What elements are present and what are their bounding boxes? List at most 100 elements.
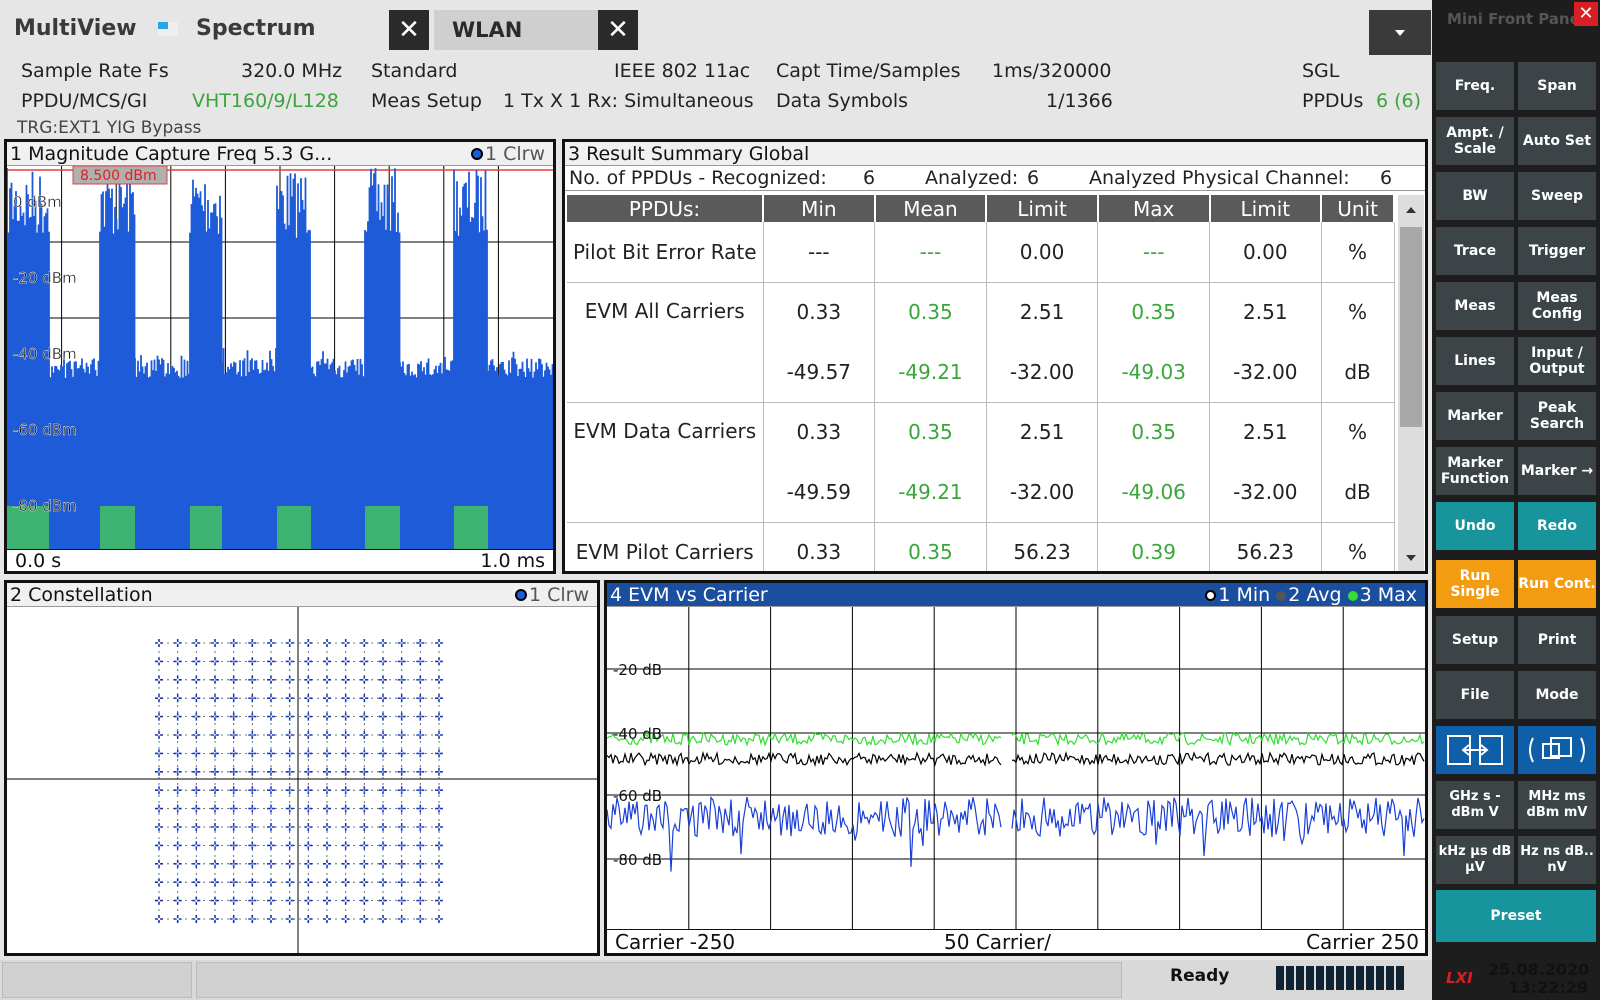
unit-khz-button[interactable]: kHz µs dB µV	[1436, 836, 1514, 884]
summary-scrollbar[interactable]	[1398, 195, 1424, 571]
input-output-button[interactable]: Input / Output	[1518, 337, 1596, 385]
unit-ghz-button[interactable]: GHz s -dBm V	[1436, 781, 1514, 829]
maximize-glyph-icon	[1529, 737, 1585, 763]
lines-button[interactable]: Lines	[1436, 337, 1514, 385]
cell-max: 0.35	[1097, 401, 1210, 462]
unit-hz-button[interactable]: Hz ns dB.. nV	[1518, 836, 1596, 884]
evm-min-trace	[607, 796, 1425, 872]
auto-set-button[interactable]: Auto Set	[1518, 117, 1596, 165]
evm-x-end: Carrier 250	[1306, 930, 1419, 954]
cell-limit: 0.00	[1209, 222, 1322, 282]
magnitude-y-label: 0 dBm	[13, 193, 62, 211]
evm-y-label: -40 dB	[613, 725, 662, 743]
close-spectrum-tab-icon[interactable]: ✕	[389, 10, 429, 50]
run-cont-button[interactable]: Run Cont.	[1518, 560, 1596, 608]
constellation-legend: 1 Clrw	[514, 583, 589, 607]
evm-vs-carrier-panel[interactable]: 4 EVM vs Carrier 1 Min 2 Avg 3 Max -20 d…	[604, 580, 1428, 956]
col-mean: Mean	[874, 195, 988, 222]
maximize-window-icon[interactable]	[1518, 726, 1596, 774]
trigger-button[interactable]: Trigger	[1518, 227, 1596, 275]
result-summary-panel[interactable]: 3 Result Summary Global No. of PPDUs - R…	[562, 139, 1428, 574]
undo-button[interactable]: Undo	[1436, 502, 1514, 550]
print-button[interactable]: Print	[1518, 616, 1596, 664]
evm-x-axis: Carrier -250 50 Carrier/ Carrier 250	[607, 929, 1425, 953]
cell-min: -49.57	[763, 342, 876, 402]
data-symbols-value: 1/1366	[1046, 90, 1113, 112]
preset-button[interactable]: Preset	[1436, 890, 1596, 942]
magnitude-capture-panel[interactable]: 1 Magnitude Capture Freq 5.3 G... 1 Clrw…	[4, 139, 556, 574]
status-dropdown-1[interactable]	[2, 962, 192, 998]
scroll-up-icon[interactable]	[1406, 207, 1416, 213]
ampt-scale-button[interactable]: Ampt. / Scale	[1436, 117, 1514, 165]
cell-limit: 2.51	[986, 401, 1099, 462]
constellation-points	[155, 639, 443, 923]
scrollbar-thumb[interactable]	[1400, 227, 1422, 427]
magnitude-plot[interactable]: 8.500 dBm 0 dBm -20 dBm -40 dBm -60 dBm -80 d…	[7, 166, 553, 549]
mode-button[interactable]: Mode	[1518, 671, 1596, 719]
magnitude-x-end: 1.0 ms	[480, 550, 545, 572]
file-button[interactable]: File	[1436, 671, 1514, 719]
trace-button[interactable]: Trace	[1436, 227, 1514, 275]
cell-max: -49.06	[1097, 462, 1210, 522]
avg-trace-dot-icon	[1276, 591, 1287, 601]
cell-limit: -32.00	[1209, 462, 1322, 522]
marker-button[interactable]: Marker	[1436, 392, 1514, 440]
magnitude-y-label: -40 dBm	[13, 345, 77, 363]
cell-limit: -32.00	[986, 342, 1099, 402]
tab-dropdown-button[interactable]	[1369, 10, 1431, 55]
tab-wlan[interactable]: WLAN	[434, 10, 598, 50]
evm-title: 4 EVM vs Carrier	[610, 584, 768, 606]
meas-button[interactable]: Meas	[1436, 282, 1514, 330]
close-wlan-tab-icon[interactable]: ✕	[598, 10, 638, 50]
tab-spectrum[interactable]: Spectrum	[196, 16, 316, 41]
span-button[interactable]: Span	[1518, 62, 1596, 110]
cell-mean: 0.35	[874, 281, 987, 342]
evm-y-label: -20 dB	[613, 661, 662, 679]
evm-panel-header: 4 EVM vs Carrier 1 Min 2 Avg 3 Max	[607, 583, 1425, 607]
close-front-panel-icon[interactable]: ✕	[1574, 2, 1598, 26]
cell-limit: 2.51	[986, 281, 1099, 342]
status-date: 25.08.2020	[1488, 960, 1590, 979]
evm-x-start: Carrier -250	[615, 930, 736, 954]
tab-multiview[interactable]: MultiView	[14, 16, 137, 41]
sweep-button[interactable]: Sweep	[1518, 172, 1596, 220]
meas-setup-value: 1 Tx X 1 Rx: Simultaneous	[503, 90, 754, 112]
unit-mhz-button[interactable]: MHz ms dBm mV	[1518, 781, 1596, 829]
capt-value: 1ms/320000	[992, 60, 1112, 82]
constellation-plot[interactable]	[7, 607, 597, 953]
gate-marker	[190, 506, 222, 549]
evm-legend-min: 1 Min	[1218, 584, 1271, 606]
cell-mean: -49.21	[874, 342, 987, 402]
cell-mean: ---	[874, 222, 987, 282]
run-single-button[interactable]: Run Single	[1436, 560, 1514, 608]
split-window-icon[interactable]	[1436, 726, 1514, 774]
meas-config-button[interactable]: Meas Config	[1518, 282, 1596, 330]
bw-button[interactable]: BW	[1436, 172, 1514, 220]
evm-y-label: -80 dB	[613, 851, 662, 869]
evm-avg-trace	[607, 750, 1425, 768]
reference-level-box	[72, 166, 168, 185]
gate-marker	[7, 506, 49, 549]
setup-button[interactable]: Setup	[1436, 616, 1514, 664]
result-table-header: PPDUs: Min Mean Limit Max Limit Unit	[567, 195, 1395, 222]
evm-y-label: -60 dB	[613, 787, 662, 805]
evm-plot[interactable]: -20 dB -40 dB -60 dB -80 dB	[607, 607, 1425, 929]
marker-to-button[interactable]: Marker →	[1518, 447, 1596, 495]
scroll-down-icon[interactable]	[1406, 555, 1416, 561]
col-limit: Limit	[1209, 195, 1323, 222]
cell-min: 0.33	[763, 521, 876, 571]
constellation-panel[interactable]: 2 Constellation 1 Clrw	[4, 580, 600, 956]
trace-dot-icon	[470, 148, 483, 160]
table-row: Pilot Bit Error Rate --- --- 0.00 --- 0.…	[567, 222, 1395, 282]
redo-button[interactable]: Redo	[1518, 502, 1596, 550]
phys-channel-label: Analyzed Physical Channel:	[1089, 167, 1350, 189]
cell-min: 0.33	[763, 401, 876, 462]
summary-panel-header: 3 Result Summary Global	[565, 142, 1425, 166]
magnitude-y-label: -80 dBm	[13, 497, 77, 515]
marker-function-button[interactable]: Marker Function	[1436, 447, 1514, 495]
status-dropdown-2[interactable]	[196, 962, 1122, 998]
peak-search-button[interactable]: Peak Search	[1518, 392, 1596, 440]
constellation-panel-header: 2 Constellation 1 Clrw	[7, 583, 597, 607]
freq-button[interactable]: Freq.	[1436, 62, 1514, 110]
reference-level-label: 8.500 dBm	[80, 168, 157, 184]
